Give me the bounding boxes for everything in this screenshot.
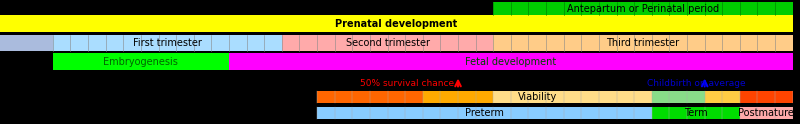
Text: Term: Term (684, 108, 708, 118)
Bar (705, 91, 740, 103)
Bar (652, 107, 740, 119)
Bar (494, 35, 793, 51)
Bar (317, 107, 652, 119)
Text: Viability: Viability (518, 92, 557, 102)
Text: Prenatal development: Prenatal development (335, 19, 458, 29)
Bar (53, 35, 282, 51)
Bar (0, 16, 793, 32)
Bar (282, 35, 494, 51)
Text: Preterm: Preterm (465, 108, 504, 118)
Bar (422, 91, 494, 103)
Text: 50% survival chance: 50% survival chance (360, 79, 454, 88)
Text: Postmature: Postmature (738, 108, 794, 118)
Bar (740, 107, 793, 119)
Bar (0, 35, 53, 51)
Text: Embryogenesis: Embryogenesis (103, 57, 178, 67)
Bar (652, 91, 705, 103)
Text: Fetal development: Fetal development (466, 57, 557, 67)
Text: Antepartum or Perinatal period: Antepartum or Perinatal period (567, 4, 719, 14)
Text: Third trimester: Third trimester (606, 38, 679, 48)
Text: Childbirth on average: Childbirth on average (646, 79, 745, 88)
Text: Second trimester: Second trimester (346, 38, 430, 48)
Bar (229, 53, 793, 70)
Bar (494, 91, 652, 103)
Bar (317, 91, 422, 103)
Text: First trimester: First trimester (133, 38, 202, 48)
Bar (494, 2, 793, 15)
Bar (53, 53, 229, 70)
Bar (740, 91, 793, 103)
